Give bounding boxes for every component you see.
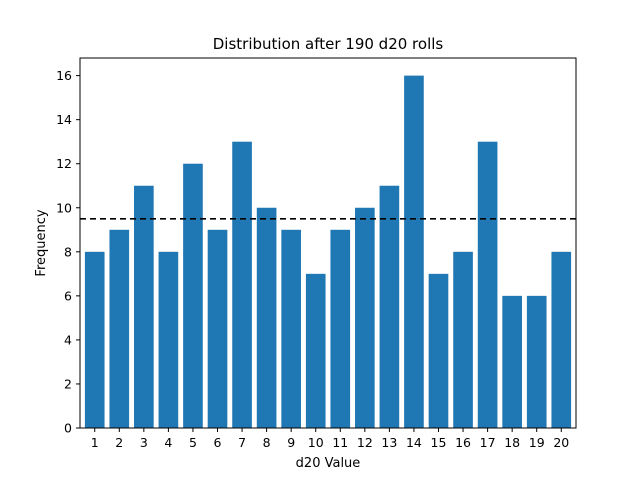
y-tick-label: 0 [64, 421, 72, 436]
bar-6 [207, 229, 228, 428]
bar-7 [232, 141, 252, 428]
x-tick-label: 19 [529, 435, 545, 450]
bar-10 [305, 273, 326, 428]
x-tick-label: 17 [480, 435, 496, 450]
bar-19 [526, 295, 547, 428]
bar-8 [256, 207, 277, 428]
bar-15 [428, 273, 449, 428]
x-tick-label: 3 [140, 435, 148, 450]
bar-14 [404, 75, 424, 428]
x-tick-label: 12 [357, 435, 373, 450]
y-tick-label: 6 [64, 288, 72, 303]
bar-17 [477, 141, 498, 428]
x-tick-label: 6 [214, 435, 222, 450]
x-tick-label: 7 [238, 435, 246, 450]
x-tick-label: 4 [164, 435, 172, 450]
plot-frame [79, 57, 577, 429]
bar-13 [379, 185, 400, 428]
bar-20 [551, 251, 572, 428]
y-tick-label: 16 [56, 68, 72, 83]
x-tick-label: 18 [504, 435, 520, 450]
x-tick-label: 13 [381, 435, 397, 450]
y-tick-label: 8 [64, 244, 72, 259]
bar-11 [330, 229, 351, 428]
bar-1 [84, 251, 105, 428]
x-tick-label: 14 [406, 435, 422, 450]
bar-5 [183, 163, 203, 428]
y-tick-label: 14 [56, 112, 72, 127]
x-tick-label: 5 [189, 435, 197, 450]
y-axis-label: Frequency [34, 209, 49, 276]
bar-16 [453, 251, 473, 428]
x-axis-ticks: 1 2 3 4 5 6 7 8 9 10 11 12 13 14 15 16 17 18 19 20 [91, 428, 569, 450]
x-tick-label: 2 [115, 435, 123, 450]
x-tick-label: 16 [455, 435, 471, 450]
x-tick-label: 11 [332, 435, 348, 450]
y-tick-label: 10 [56, 200, 72, 215]
chart-title: Distribution after 190 d20 rolls [213, 35, 444, 53]
y-tick-label: 2 [64, 376, 72, 391]
x-tick-label: 10 [308, 435, 324, 450]
x-tick-label: 8 [263, 435, 271, 450]
y-axis-ticks: 0 2 4 6 8 10 12 14 16 [56, 68, 80, 436]
bar-18 [502, 295, 522, 428]
bar-3 [134, 185, 154, 428]
bar-12 [355, 207, 375, 428]
bars-group [84, 75, 572, 428]
x-tick-label: 9 [287, 435, 295, 450]
x-tick-label: 15 [431, 435, 447, 450]
x-axis-label: d20 Value [296, 456, 361, 471]
y-tick-label: 12 [56, 156, 72, 171]
bar-2 [109, 229, 130, 428]
x-tick-label: 20 [553, 435, 569, 450]
bar-9 [281, 229, 301, 428]
x-tick-label: 1 [91, 435, 99, 450]
bar-4 [158, 251, 179, 428]
y-tick-label: 4 [64, 332, 72, 347]
